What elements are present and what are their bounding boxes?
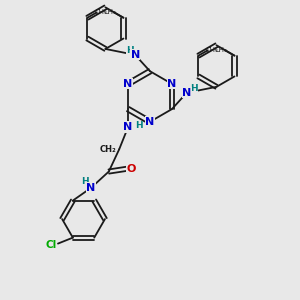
Text: CH₂: CH₂	[100, 145, 116, 154]
Text: N: N	[124, 79, 133, 89]
Text: CH₃: CH₃	[206, 47, 219, 53]
Text: H: H	[81, 178, 89, 187]
Text: N: N	[130, 50, 140, 60]
Text: Cl: Cl	[45, 240, 56, 250]
Text: CH₃: CH₃	[214, 47, 227, 53]
Text: O: O	[126, 164, 136, 174]
Text: N: N	[86, 183, 96, 193]
Text: H: H	[135, 121, 142, 130]
Text: H: H	[126, 46, 134, 55]
Text: N: N	[124, 122, 133, 132]
Text: CH₃: CH₃	[95, 9, 107, 15]
Text: N: N	[167, 79, 176, 89]
Text: N: N	[146, 117, 154, 127]
Text: N: N	[182, 88, 191, 98]
Text: CH₃: CH₃	[103, 9, 116, 15]
Text: H: H	[190, 84, 198, 93]
